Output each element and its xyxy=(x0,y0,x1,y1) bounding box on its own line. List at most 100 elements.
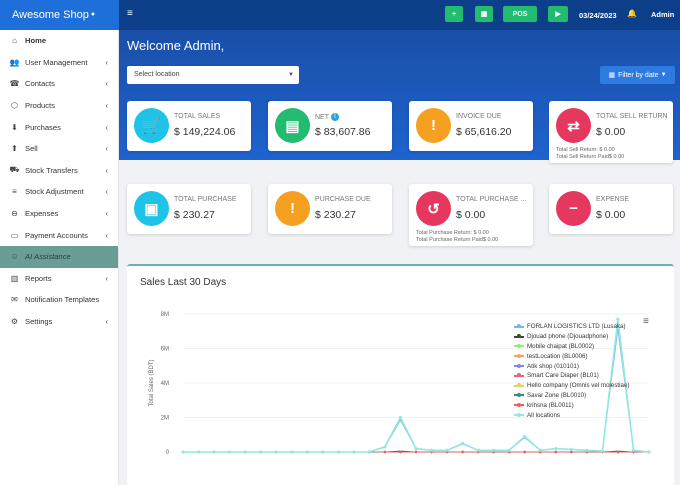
chart-menu-icon[interactable]: ≡ xyxy=(643,316,649,327)
brand-logo[interactable]: Awesome Shop ● xyxy=(0,0,119,30)
stat-label: TOTAL PURCHASE ... xyxy=(456,196,526,203)
sidebar-item-sell[interactable]: ⬆ Sell ‹ xyxy=(0,138,118,160)
y-tick-label: 0 xyxy=(166,450,170,456)
info-icon[interactable]: i xyxy=(331,113,339,121)
stat-value: $ 65,616.20 xyxy=(456,126,512,138)
y-tick-label: 4M xyxy=(161,381,169,387)
stat-value: $ 83,607.86 xyxy=(315,126,371,138)
stat-label: EXPENSE xyxy=(596,196,629,203)
sidebar-item-stock-transfers[interactable]: ⛟ Stock Transfers ‹ xyxy=(0,160,118,182)
sidebar-item-label: Settings xyxy=(25,317,53,327)
stat-subtext: Total Sell Return: $ 0.00 xyxy=(556,147,615,153)
status-dot-icon: ● xyxy=(90,11,96,19)
stat-label-text: TOTAL SELL RETURN xyxy=(596,113,668,120)
data-point xyxy=(352,450,356,454)
exclamation-icon: ! xyxy=(275,191,310,226)
legend-item[interactable]: FORLAN LOGISTICS LTD (Lusaka) xyxy=(514,322,664,332)
current-date: 03/24/2023 xyxy=(579,11,617,20)
stat-label: TOTAL SALES xyxy=(174,113,220,120)
legend-item[interactable]: All locations xyxy=(514,410,664,420)
data-point xyxy=(259,450,263,454)
chevron-left-icon: ‹ xyxy=(105,230,108,240)
data-point xyxy=(367,450,371,454)
location-select[interactable]: Select location ▼ xyxy=(127,66,299,84)
data-point xyxy=(181,450,185,454)
data-point xyxy=(290,450,294,454)
sidebar-item-notification-templates[interactable]: ✉ Notification Templates xyxy=(0,289,118,311)
legend-swatch xyxy=(514,363,524,368)
hamburger-menu-icon[interactable]: ≡ xyxy=(127,8,133,19)
sidebar: ⌂ Home 👥 User Management ‹ ☎ Contacts ‹ ⬡ Product… xyxy=(0,30,119,485)
legend-swatch xyxy=(514,353,524,358)
sidebar-item-label: Purchases xyxy=(25,122,61,132)
sidebar-item-contacts[interactable]: ☎ Contacts ‹ xyxy=(0,73,118,95)
sidebar-item-label: Reports xyxy=(25,273,52,283)
data-point xyxy=(616,317,620,321)
stat-card-total-sales: 🛒 TOTAL SALES $ 149,224.06 xyxy=(127,101,251,151)
data-point xyxy=(616,450,620,454)
undo-icon: ↺ xyxy=(416,191,451,226)
data-point xyxy=(538,448,542,452)
sidebar-item-payment-accounts[interactable]: ▭ Payment Accounts ‹ xyxy=(0,224,118,246)
sidebar-item-purchases[interactable]: ⬇ Purchases ‹ xyxy=(0,116,118,138)
data-point xyxy=(274,450,278,454)
data-point xyxy=(445,448,449,452)
arrow-circle-down-icon: ⬇ xyxy=(11,122,18,132)
data-point xyxy=(569,447,573,452)
sidebar-item-user-management[interactable]: 👥 User Management ‹ xyxy=(0,52,118,74)
arrow-circle-up-icon: ⬆ xyxy=(11,144,18,154)
play-button[interactable]: ▶ xyxy=(548,6,568,22)
stat-label-text: EXPENSE xyxy=(596,196,630,203)
stat-label-text: TOTAL SALES xyxy=(174,113,221,120)
chevron-down-icon: ▼ xyxy=(288,72,294,78)
sidebar-item-home[interactable]: ⌂ Home xyxy=(0,30,118,52)
sidebar-item-expenses[interactable]: ⊖ Expenses ‹ xyxy=(0,203,118,225)
pos-button[interactable]: POS xyxy=(503,6,537,22)
chevron-left-icon: ‹ xyxy=(105,144,108,154)
y-tick-label: 6M xyxy=(161,347,169,353)
legend-item[interactable]: testLocation (BL0006) xyxy=(514,351,664,361)
calculator-button[interactable]: ▦ xyxy=(475,6,493,22)
chevron-left-icon: ‹ xyxy=(105,79,108,89)
user-menu[interactable]: Admin xyxy=(651,10,675,19)
bar-chart-icon: ▥ xyxy=(10,273,19,283)
sidebar-item-label: User Management xyxy=(25,57,88,67)
legend-item[interactable]: krihsna (BL0011) xyxy=(514,400,664,410)
sidebar-item-reports[interactable]: ▥ Reports ‹ xyxy=(0,268,118,290)
gear-icon: ⚙ xyxy=(10,317,19,327)
sidebar-item-stock-adjustment[interactable]: ≡ Stock Adjustment ‹ xyxy=(0,181,118,203)
bell-icon[interactable]: 🔔 xyxy=(627,9,637,18)
data-point xyxy=(399,450,402,454)
legend-item[interactable]: Smart Care Diaper (BL01) xyxy=(514,371,664,381)
stat-label-text: INVOICE DUE xyxy=(456,113,502,120)
sidebar-item-settings[interactable]: ⚙ Settings ‹ xyxy=(0,311,118,333)
legend-item[interactable]: Djouad phone (Djouadphone) xyxy=(514,332,664,342)
chevron-left-icon: ‹ xyxy=(105,317,108,327)
add-button[interactable]: + xyxy=(445,6,463,22)
stat-value: $ 0.00 xyxy=(456,209,486,221)
legend-item[interactable]: Atik shop (010101) xyxy=(514,361,664,371)
money-bill-icon: ▣ xyxy=(134,191,169,226)
stat-value: $ 230.27 xyxy=(174,209,215,221)
chevron-left-icon: ‹ xyxy=(105,57,108,67)
database-icon: ≡ xyxy=(12,187,17,197)
cart-icon: 🛒 xyxy=(134,108,169,143)
legend-item[interactable]: Hello company (Omnis vel molestiae) xyxy=(514,381,664,391)
data-point xyxy=(523,450,526,454)
legend-item[interactable]: Mobile chaipat (BL0002) xyxy=(514,342,664,352)
sidebar-item-products[interactable]: ⬡ Products ‹ xyxy=(0,95,118,117)
legend-swatch xyxy=(514,412,524,417)
legend-swatch xyxy=(514,334,524,339)
legend-swatch xyxy=(514,324,524,329)
data-point xyxy=(461,450,464,454)
truck-icon: ⛟ xyxy=(9,165,20,175)
sidebar-item-ai-assistance[interactable]: ☺ AI Assistance xyxy=(0,245,118,268)
legend-label: Smart Care Diaper (BL01) xyxy=(527,372,599,380)
data-point xyxy=(196,450,201,454)
location-select-value: Select location xyxy=(134,71,180,78)
data-point xyxy=(554,446,558,451)
filter-by-date-button[interactable]: ▦ Filter by date ▼ xyxy=(600,66,675,84)
stat-label: TOTAL SELL RETURN xyxy=(596,113,668,120)
legend-item[interactable]: Savar Zone (BL0010) xyxy=(514,391,664,401)
sidebar-item-label: Home xyxy=(25,36,47,46)
